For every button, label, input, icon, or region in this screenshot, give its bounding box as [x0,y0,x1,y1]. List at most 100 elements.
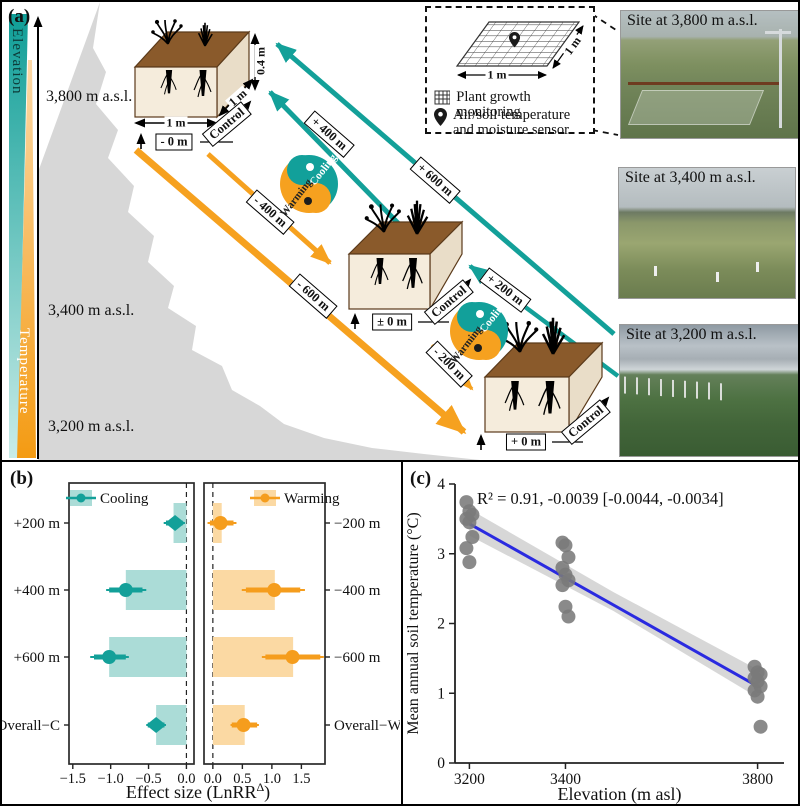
legend-label-cooling: Cooling [100,491,149,507]
effect-point [267,583,282,597]
scatter-point [462,555,477,570]
panel-divider-horizontal [2,460,798,462]
effect-point [102,650,117,664]
x-tick-label: 1.5 [292,771,310,787]
effect-point-diamond [165,515,186,531]
panel-a-letter: (a) [8,6,31,27]
y-tick-label: 0 [437,755,445,772]
photo-fence [628,82,781,86]
scatter-point [561,550,576,565]
monitoring-legend-box: 1 m 1 m Plant growth monitoring Air/soil… [425,6,595,138]
row-label: −200 m [334,516,381,532]
elevation-label-3200: 3,200 m a.s.l. [48,418,135,435]
photo-caption: Site at 3,800 m a.s.l. [627,12,758,29]
x-tick-label: 3200 [454,771,485,788]
elevation-label-3800: 3,800 m a.s.l. [46,88,133,105]
offset-label-plus0m: + 0 m [505,433,547,451]
photo-instrument-arm [764,31,791,35]
effect-point [213,516,228,530]
quadrat-width-label: 1 m [485,67,509,82]
x-tick-label: −1.5 [60,771,86,787]
x-tick-label: −1.0 [98,771,124,787]
temperature-bar-label: Temperature [16,328,32,415]
x-tick-label: 3800 [742,771,773,788]
monolith-3800 [133,18,260,149]
legend-connector-bottom [591,129,619,136]
row-label: Overall−W [334,718,400,734]
legend-connector-top [591,13,620,33]
temperature-gradient-bar [17,60,36,458]
effect-point [285,650,300,664]
yinyang-white-dot [305,162,314,171]
x-tick-label: 1.0 [263,771,281,787]
x-axis-title: Effect size (LnRRΔ) [126,780,270,803]
panel-a-diagram: (a) Elevation Temperature 3,800 m a.s.l.… [2,2,798,460]
panel-divider-vertical [401,460,403,804]
y-tick-label: 1 [437,685,445,702]
offset-label-pm0m: ± 0 m [372,313,412,331]
x-tick-label: 0.5 [233,771,251,787]
yinyang-white-dot [475,309,484,318]
photo-caption: Site at 3,200 m a.s.l. [626,326,757,343]
monolith-3200 [476,316,610,450]
legend-marker [76,493,86,503]
photo-stake [654,265,658,276]
x-tick-label: 0.0 [177,771,195,787]
effect-point-diamond [146,717,167,733]
photo-stake [756,261,760,272]
effect-size-chart: Cooling +200 m +400 m +600 m Overall−C −1.5 −1… [2,482,400,803]
offset-label-0m: - 0 m [155,133,193,151]
row-label: +600 m [14,650,61,666]
scatter-point [459,541,474,556]
legend-item-plant-growth: Plant growth monitoring [434,89,593,121]
x-tick-label: 0.0 [204,771,222,787]
elevation-gradient-bar [9,14,28,458]
row-label: +200 m [14,516,61,532]
photo-fence-row [623,376,724,401]
confidence-band [469,509,758,698]
scatter-point [465,530,480,545]
site-photo-3200: Site at 3,200 m a.s.l. [619,324,798,457]
legend-marker [260,493,270,503]
x-tick-label: 3400 [550,771,581,788]
yinyang-black-dot [304,197,313,206]
legend-label-warming: Warming [284,491,340,507]
monolith-3400 [347,199,472,329]
pin-icon [434,108,447,126]
photo-instrument-pole [779,28,783,128]
elevation-label-3400: 3,400 m a.s.l. [48,302,135,319]
cooling-warming-icon: Cooling Warming [448,299,510,366]
photo-plot-area [628,89,765,125]
row-label: −600 m [334,650,381,666]
regression-line [468,522,759,688]
height-dim-label: 0.4 m [253,45,268,77]
panel-c-letter: (c) [410,468,432,489]
row-label: +400 m [14,583,61,599]
site-photo-3800: Site at 3,800 m a.s.l. [620,10,798,139]
row-label: Overall−C [2,718,60,734]
scatter-point [561,609,576,624]
soil-temperature-chart: 3200 3400 3800 0 1 2 3 4 R² = 0.91, -0.0039 [-0.… [405,476,784,804]
subpanel-frame-cooling [68,482,195,765]
y-tick-label: 4 [437,476,445,493]
legend-item-label: Air/soil temperature and moisture sensor [453,107,571,139]
effect-point [118,583,133,597]
x-axis-title: Elevation (m asl) [558,784,682,804]
width-dim-label: 1 m [164,115,188,130]
legend-item-label: Plant growth monitoring [456,89,531,121]
photo-caption: Site at 3,400 m a.s.l. [625,169,756,186]
scatter-point [753,719,768,734]
regression-annotation: R² = 0.91, -0.0039 [-0.0044, -0.0034] [477,489,724,508]
panel-b-letter: (b) [10,468,34,489]
site-photo-3400: Site at 3,400 m a.s.l. [618,167,796,299]
x-tick-label: −0.5 [135,771,161,787]
scatter-point [558,538,573,553]
y-tick-label: 3 [437,546,445,563]
yinyang-black-dot [474,344,483,353]
scatter-point [555,578,570,593]
scatter-point [462,515,477,530]
effect-point [236,718,251,732]
y-tick-label: 2 [437,616,445,633]
photo-stake [715,272,719,282]
